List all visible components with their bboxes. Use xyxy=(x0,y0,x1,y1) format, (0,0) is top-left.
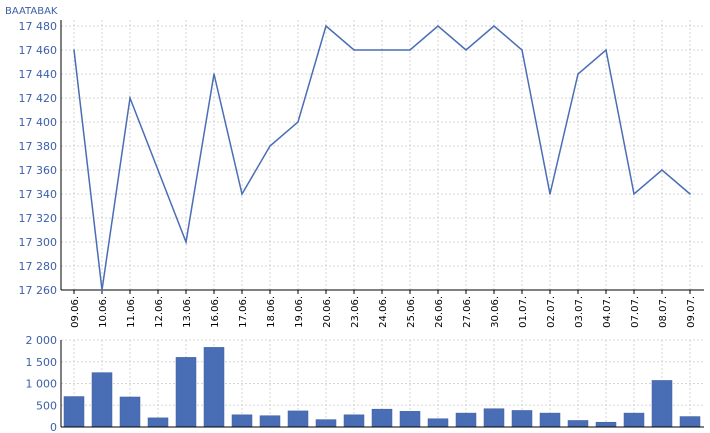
x-tick-label: 09.07. xyxy=(686,296,697,328)
price-y-tick-label: 17 260 xyxy=(19,284,58,297)
price-point xyxy=(325,25,327,27)
volume-y-tick-label: 2 000 xyxy=(26,334,58,347)
chart-title: BAATABAK xyxy=(5,6,58,17)
x-tick-label: 08.07. xyxy=(658,296,669,328)
price-point xyxy=(549,193,551,195)
price-point xyxy=(241,193,243,195)
price-y-tick-label: 17 400 xyxy=(19,116,58,129)
price-axes xyxy=(60,20,704,294)
x-tick-label: 26.06. xyxy=(434,296,445,328)
volume-bar xyxy=(511,410,533,428)
date-x-axis: 09.06. 10.06. 11.06. 12.06. 13.06. 16.06. 17.0… xyxy=(70,296,697,328)
volume-bar xyxy=(119,396,141,428)
x-tick-label: 25.06. xyxy=(406,296,417,328)
x-tick-label: 11.06. xyxy=(126,296,137,328)
x-tick-label: 07.07. xyxy=(630,296,641,328)
x-tick-label: 02.07. xyxy=(546,296,557,328)
volume-y-tick-label: 1 500 xyxy=(26,356,58,369)
price-point xyxy=(381,49,383,51)
x-tick-label: 19.06. xyxy=(294,296,305,328)
x-tick-label: 09.06. xyxy=(70,296,81,328)
price-point xyxy=(129,97,131,99)
volume-bar xyxy=(455,412,477,428)
volume-bar xyxy=(287,410,309,428)
price-y-tick-label: 17 440 xyxy=(19,68,58,81)
price-y-tick-label: 17 380 xyxy=(19,140,58,153)
x-tick-label: 20.06. xyxy=(322,296,333,328)
volume-bar xyxy=(63,396,85,428)
volume-bar xyxy=(483,408,505,428)
volume-bar xyxy=(315,419,337,428)
volume-bar xyxy=(427,418,449,428)
x-tick-label: 04.07. xyxy=(602,296,613,328)
price-line-series xyxy=(73,24,691,291)
price-y-tick-label: 17 360 xyxy=(19,164,58,177)
price-y-tick-label: 17 340 xyxy=(19,188,58,201)
price-point xyxy=(73,49,75,51)
price-y-tick-label: 17 480 xyxy=(19,20,58,33)
volume-axes xyxy=(60,340,704,428)
price-point xyxy=(493,25,495,27)
price-point xyxy=(689,193,691,195)
price-grid xyxy=(61,20,704,291)
volume-bar xyxy=(399,411,421,428)
volume-bar xyxy=(231,414,253,428)
price-y-tick-label: 17 300 xyxy=(19,236,58,249)
volume-y-tick-label: 500 xyxy=(36,399,57,412)
price-point xyxy=(661,169,663,171)
x-tick-label: 30.06. xyxy=(490,296,501,328)
price-point xyxy=(633,193,635,195)
volume-bar xyxy=(203,347,225,428)
price-point xyxy=(353,49,355,51)
price-y-tick-label: 17 460 xyxy=(19,44,58,57)
price-point xyxy=(465,49,467,51)
volume-bar xyxy=(147,417,169,428)
price-point xyxy=(577,73,579,75)
volume-bar xyxy=(623,412,645,428)
price-y-tick-label: 17 420 xyxy=(19,92,58,105)
volume-bar xyxy=(175,357,197,428)
price-y-axis: 17 260 17 280 17 300 17 320 17 340 17 360 17 3… xyxy=(19,20,58,297)
price-point xyxy=(213,73,215,75)
volume-bar xyxy=(371,408,393,428)
x-tick-label: 17.06. xyxy=(238,296,249,328)
x-tick-label: 16.06. xyxy=(210,296,221,328)
price-point xyxy=(157,169,159,171)
price-point xyxy=(409,49,411,51)
volume-bar xyxy=(91,372,113,428)
price-y-tick-label: 17 320 xyxy=(19,212,58,225)
volume-bars xyxy=(63,347,701,428)
price-point xyxy=(605,49,607,51)
x-tick-label: 18.06. xyxy=(266,296,277,328)
volume-bar xyxy=(343,414,365,428)
x-tick-label: 03.07. xyxy=(574,296,585,328)
price-point xyxy=(269,145,271,147)
price-point xyxy=(101,289,103,291)
volume-y-tick-label: 1 000 xyxy=(26,378,58,391)
volume-bar xyxy=(259,415,281,428)
volume-bar xyxy=(567,420,589,428)
price-y-tick-label: 17 280 xyxy=(19,260,58,273)
x-tick-label: 23.06. xyxy=(350,296,361,328)
x-tick-label: 12.06. xyxy=(154,296,165,328)
volume-y-axis: 0 500 1 000 1 500 2 000 xyxy=(26,334,58,433)
x-tick-label: 24.06. xyxy=(378,296,389,328)
price-point xyxy=(185,241,187,243)
x-tick-label: 01.07. xyxy=(518,296,529,328)
price-point xyxy=(297,121,299,123)
volume-bar xyxy=(539,412,561,428)
x-tick-label: 13.06. xyxy=(182,296,193,328)
volume-bar xyxy=(679,416,701,428)
price-point xyxy=(521,49,523,51)
volume-bar xyxy=(651,380,673,428)
x-tick-label: 27.06. xyxy=(462,296,473,328)
x-tick-label: 10.06. xyxy=(98,296,109,328)
price-point xyxy=(437,25,439,27)
volume-y-tick-label: 0 xyxy=(50,421,57,433)
volume-bar xyxy=(595,421,617,428)
